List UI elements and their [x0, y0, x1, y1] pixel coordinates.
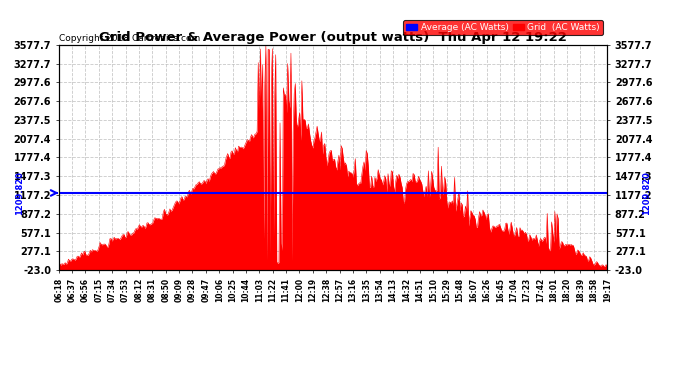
Text: 1209.820: 1209.820	[642, 171, 651, 215]
Text: 1209.820: 1209.820	[15, 171, 24, 215]
Text: Copyright 2018 Cartronics.com: Copyright 2018 Cartronics.com	[59, 34, 200, 43]
Legend: Average (AC Watts), Grid  (AC Watts): Average (AC Watts), Grid (AC Watts)	[404, 20, 602, 34]
Title: Grid Power & Average Power (output watts)  Thu Apr 12 19:22: Grid Power & Average Power (output watts…	[99, 31, 567, 44]
